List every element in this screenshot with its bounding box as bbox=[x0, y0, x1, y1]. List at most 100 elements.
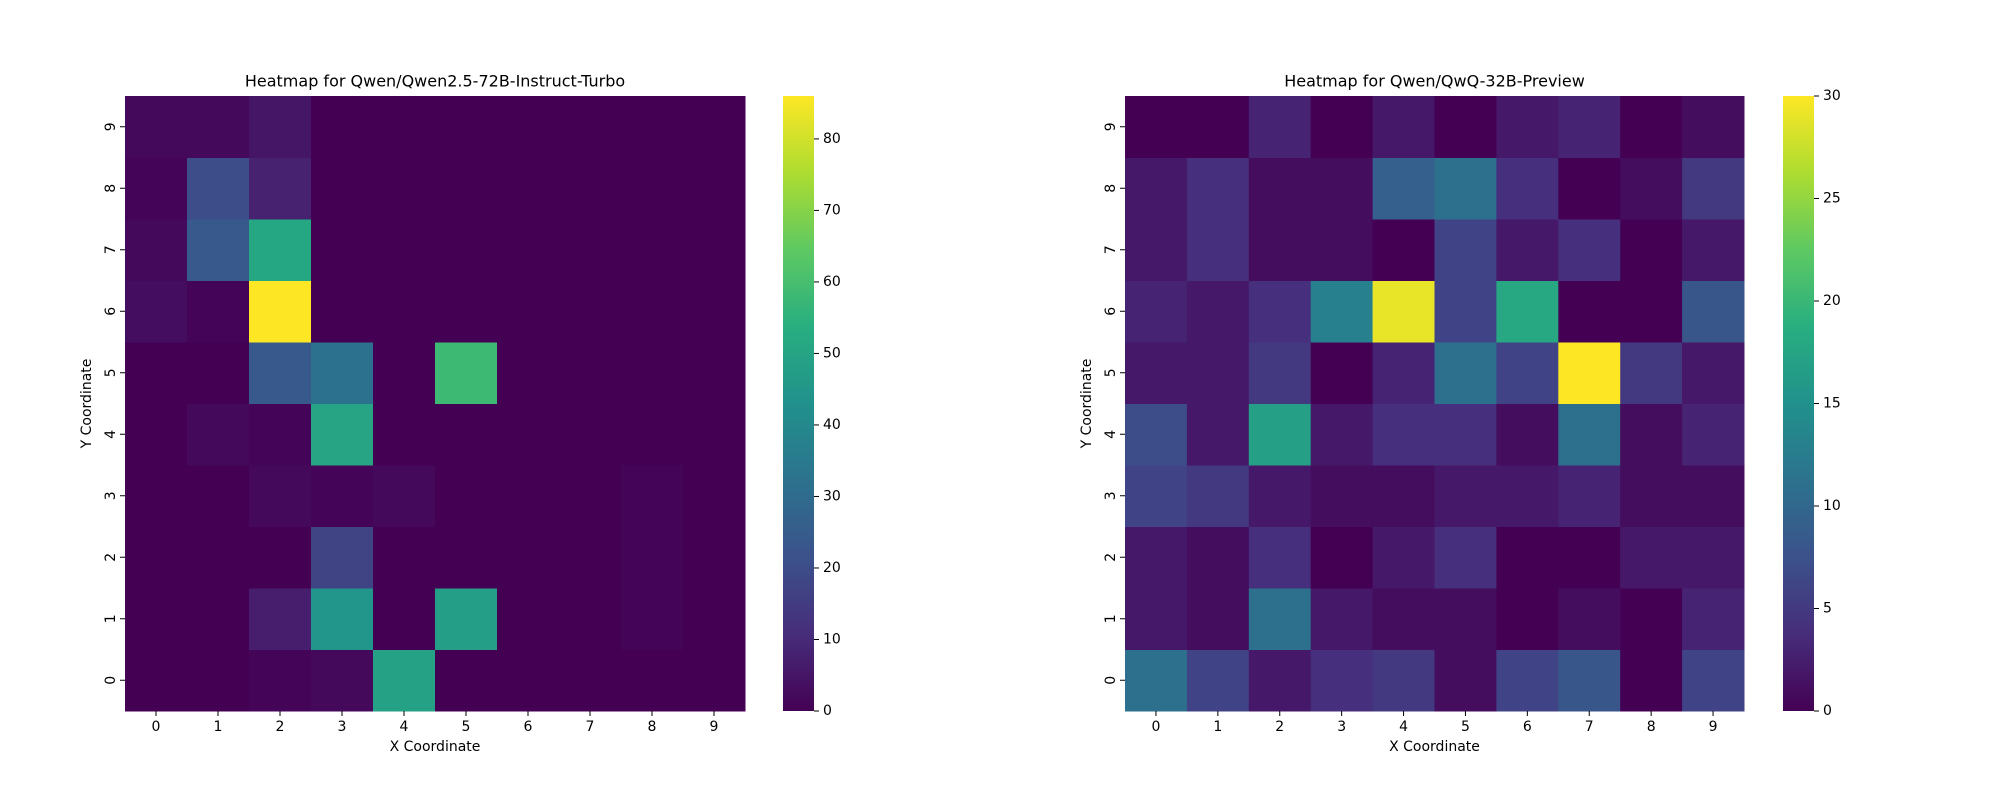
heatmap-cell bbox=[1620, 342, 1683, 404]
heatmap-cell bbox=[497, 219, 560, 281]
x-tick-label: 2 bbox=[276, 719, 285, 735]
heatmap-cell bbox=[1186, 588, 1250, 650]
heatmap-cell bbox=[1186, 649, 1250, 712]
heatmap-cell bbox=[683, 649, 746, 712]
heatmap-cell bbox=[497, 649, 560, 712]
heatmap-cell bbox=[621, 280, 684, 343]
colorbar-tick-label: 0 bbox=[823, 703, 832, 719]
y-tick-label: 3 bbox=[103, 491, 119, 500]
heatmap-cell bbox=[373, 342, 436, 404]
heatmap-cell bbox=[311, 403, 374, 466]
heatmap-cell bbox=[125, 96, 188, 158]
heatmap-cell bbox=[1125, 526, 1188, 589]
heatmap-cell bbox=[1496, 588, 1559, 650]
x-tick-label: 4 bbox=[1399, 719, 1408, 735]
heatmap-cell bbox=[1496, 280, 1559, 343]
y-tick-label: 4 bbox=[1103, 430, 1119, 439]
heatmap-cell bbox=[1682, 280, 1745, 343]
heatmap-cell bbox=[683, 96, 746, 158]
y-tick-label: 3 bbox=[1103, 491, 1119, 500]
heatmap-cell bbox=[1620, 649, 1683, 712]
heatmap-cell bbox=[1434, 649, 1497, 712]
y-tick-label: 2 bbox=[103, 553, 119, 562]
heatmap-cell bbox=[435, 465, 498, 527]
heatmap-cell bbox=[435, 219, 498, 281]
heatmap-cell bbox=[1558, 403, 1621, 466]
heatmap-cell bbox=[1434, 465, 1497, 527]
heatmap-cell bbox=[1620, 465, 1683, 527]
heatmap-cell bbox=[1434, 588, 1497, 650]
y-tick-label: 4 bbox=[103, 430, 119, 439]
heatmap-cell bbox=[621, 157, 684, 220]
heatmap-cell bbox=[1434, 280, 1497, 343]
colorbar-tick-label: 80 bbox=[823, 131, 841, 147]
x-tick-label: 6 bbox=[1523, 719, 1532, 735]
heatmap-cell bbox=[435, 403, 498, 466]
x-tick-label: 6 bbox=[524, 719, 533, 735]
y-tick-label: 7 bbox=[1103, 245, 1119, 254]
heatmap-cell bbox=[373, 280, 436, 343]
heatmap-cell bbox=[435, 588, 498, 650]
heatmap-cell bbox=[1558, 526, 1621, 589]
heatmap-cell bbox=[1434, 157, 1497, 220]
heatmap-cell bbox=[1372, 649, 1435, 712]
heatmap-cell bbox=[249, 96, 312, 158]
colorbar-tick-label: 40 bbox=[823, 417, 841, 433]
heatmap-cell bbox=[1372, 403, 1435, 466]
heatmap-cell bbox=[1496, 96, 1559, 158]
heatmap-cell bbox=[125, 465, 188, 527]
y-tick-label: 6 bbox=[1103, 307, 1119, 316]
x-tick-label: 4 bbox=[400, 719, 409, 735]
heatmap-cell bbox=[435, 526, 498, 589]
colorbar-tick-label: 20 bbox=[1823, 293, 1841, 309]
heatmap-cell bbox=[497, 96, 560, 158]
heatmap-cell bbox=[1310, 342, 1374, 404]
heatmap-cell bbox=[187, 96, 250, 158]
heatmap-cell bbox=[1372, 219, 1435, 281]
heatmap-cell bbox=[559, 403, 622, 466]
heatmap-cell bbox=[497, 526, 560, 589]
heatmap-cell bbox=[1186, 96, 1250, 158]
x-tick-label: 9 bbox=[710, 719, 719, 735]
colorbar-tick-label: 15 bbox=[1823, 396, 1841, 412]
y-tick-label: 2 bbox=[1103, 553, 1119, 562]
heatmap-cell bbox=[187, 403, 250, 466]
heatmap-cell bbox=[249, 649, 312, 712]
heatmap-cell bbox=[1310, 465, 1374, 527]
heatmap-cell bbox=[1682, 219, 1745, 281]
heatmap-cell bbox=[559, 96, 622, 158]
heatmap-cell bbox=[497, 280, 560, 343]
heatmap-cell bbox=[249, 403, 312, 466]
x-tick-label: 5 bbox=[1461, 719, 1470, 735]
heatmap-cell bbox=[1186, 526, 1250, 589]
heatmap-cell bbox=[1682, 588, 1745, 650]
heatmap-cell bbox=[1620, 157, 1683, 220]
heatmap-cell bbox=[1682, 465, 1745, 527]
heatmap-cell bbox=[1682, 526, 1745, 589]
heatmap-cell bbox=[1125, 280, 1188, 343]
x-tick-label: 5 bbox=[462, 719, 471, 735]
heatmap-cell bbox=[187, 219, 250, 281]
heatmap-cell bbox=[683, 342, 746, 404]
x-tick-label: 7 bbox=[586, 719, 595, 735]
heatmap-cell bbox=[497, 342, 560, 404]
heatmap-cell bbox=[559, 588, 622, 650]
heatmap-cell bbox=[1434, 526, 1497, 589]
heatmap-cell bbox=[1496, 465, 1559, 527]
x-axis-label: X Coordinate bbox=[390, 739, 481, 755]
heatmap-cell bbox=[1310, 526, 1374, 589]
heatmap-cell bbox=[125, 342, 188, 404]
heatmap-cell bbox=[1682, 157, 1745, 220]
heatmap-cell bbox=[621, 526, 684, 589]
heatmap-cell bbox=[1496, 526, 1559, 589]
heatmap-cell bbox=[435, 96, 498, 158]
heatmap-cell bbox=[311, 219, 374, 281]
y-tick-label: 9 bbox=[103, 122, 119, 131]
heatmap-cell bbox=[249, 588, 312, 650]
heatmap-cell bbox=[621, 588, 684, 650]
heatmap-cell bbox=[1186, 157, 1250, 220]
heatmap-cell bbox=[1248, 649, 1312, 712]
y-tick-label: 6 bbox=[103, 307, 119, 316]
heatmap-cell bbox=[435, 649, 498, 712]
y-tick-label: 1 bbox=[1103, 614, 1119, 623]
